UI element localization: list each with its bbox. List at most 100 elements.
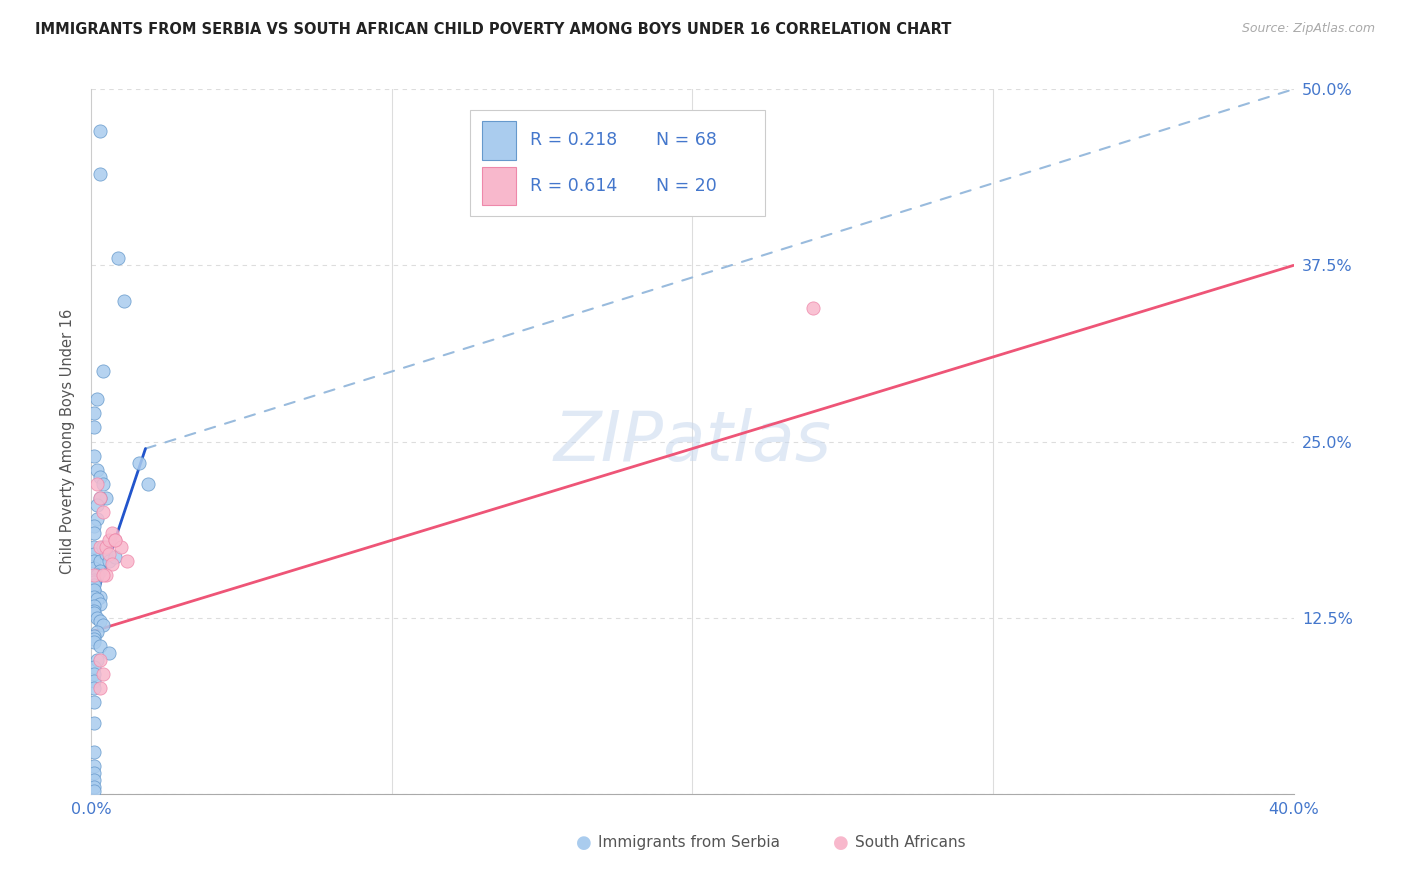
Point [86, 498, 108, 512]
Text: Source: ZipAtlas.com: Source: ZipAtlas.com [1241, 22, 1375, 36]
Point [83, 599, 105, 614]
Point [93, 617, 115, 632]
Point [83, 674, 105, 689]
Point [101, 526, 124, 541]
Point [801, 301, 824, 315]
FancyBboxPatch shape [482, 167, 516, 205]
Point [89, 597, 111, 611]
Text: IMMIGRANTS FROM SERBIA VS SOUTH AFRICAN CHILD POVERTY AMONG BOYS UNDER 16 CORREL: IMMIGRANTS FROM SERBIA VS SOUTH AFRICAN … [35, 22, 952, 37]
Point [89, 653, 111, 667]
Point [93, 667, 115, 681]
Point [86, 610, 108, 624]
Point [83, 573, 105, 587]
Point [89, 540, 111, 554]
Text: ZIPatlas: ZIPatlas [554, 408, 831, 475]
Point [104, 550, 127, 565]
Point [93, 568, 115, 582]
Point [83, 607, 105, 621]
Point [83, 406, 105, 420]
Point [83, 784, 105, 798]
Point [83, 575, 105, 590]
Point [83, 681, 105, 696]
Point [83, 526, 105, 541]
Point [89, 681, 111, 696]
Point [83, 582, 105, 597]
Point [83, 604, 105, 618]
Point [128, 456, 150, 470]
Point [101, 557, 124, 571]
Point [83, 667, 105, 681]
Point [83, 629, 105, 643]
Point [86, 568, 108, 582]
Point [83, 519, 105, 533]
Text: R = 0.218: R = 0.218 [530, 131, 617, 149]
Point [138, 476, 160, 491]
Point [98, 646, 121, 660]
Point [117, 554, 139, 568]
Point [86, 624, 108, 639]
Text: ●: ● [575, 834, 592, 852]
Point [83, 540, 105, 554]
Point [83, 578, 105, 592]
Point [83, 772, 105, 787]
Point [96, 491, 118, 505]
Point [86, 476, 108, 491]
Text: N = 68: N = 68 [657, 131, 717, 149]
Point [83, 449, 105, 463]
Text: Immigrants from Serbia: Immigrants from Serbia [598, 836, 779, 850]
Point [83, 561, 105, 575]
FancyBboxPatch shape [470, 111, 765, 216]
Point [89, 469, 111, 483]
Point [83, 568, 105, 582]
Point [83, 780, 105, 794]
Point [86, 653, 108, 667]
Point [107, 252, 129, 266]
Text: N = 20: N = 20 [657, 177, 717, 194]
Point [83, 575, 105, 590]
Point [104, 533, 127, 548]
Point [93, 540, 115, 554]
Point [93, 505, 115, 519]
Point [83, 758, 105, 772]
Point [89, 491, 111, 505]
Text: ●: ● [832, 834, 849, 852]
Point [93, 476, 115, 491]
Point [98, 533, 121, 548]
Point [96, 547, 118, 561]
Point [96, 540, 118, 554]
Point [86, 392, 108, 407]
Point [83, 716, 105, 731]
Point [89, 590, 111, 604]
Point [98, 547, 121, 561]
Point [89, 167, 111, 181]
Point [104, 533, 127, 548]
Point [89, 554, 111, 568]
Point [98, 554, 121, 568]
Point [86, 463, 108, 477]
Point [89, 564, 111, 578]
Point [93, 364, 115, 378]
Point [86, 568, 108, 582]
Point [89, 614, 111, 628]
Point [83, 765, 105, 780]
Point [83, 590, 105, 604]
Y-axis label: Child Poverty Among Boys Under 16: Child Poverty Among Boys Under 16 [60, 309, 76, 574]
Point [83, 745, 105, 759]
Point [83, 634, 105, 648]
Point [86, 512, 108, 526]
Point [114, 293, 136, 308]
Point [83, 660, 105, 674]
Point [89, 491, 111, 505]
Point [89, 124, 111, 138]
Point [83, 632, 105, 646]
FancyBboxPatch shape [482, 121, 516, 160]
Point [83, 582, 105, 597]
Point [96, 568, 118, 582]
Text: R = 0.614: R = 0.614 [530, 177, 617, 194]
Point [83, 554, 105, 568]
Point [83, 420, 105, 434]
Point [110, 540, 132, 554]
Point [83, 547, 105, 561]
Point [86, 568, 108, 582]
Point [83, 695, 105, 709]
